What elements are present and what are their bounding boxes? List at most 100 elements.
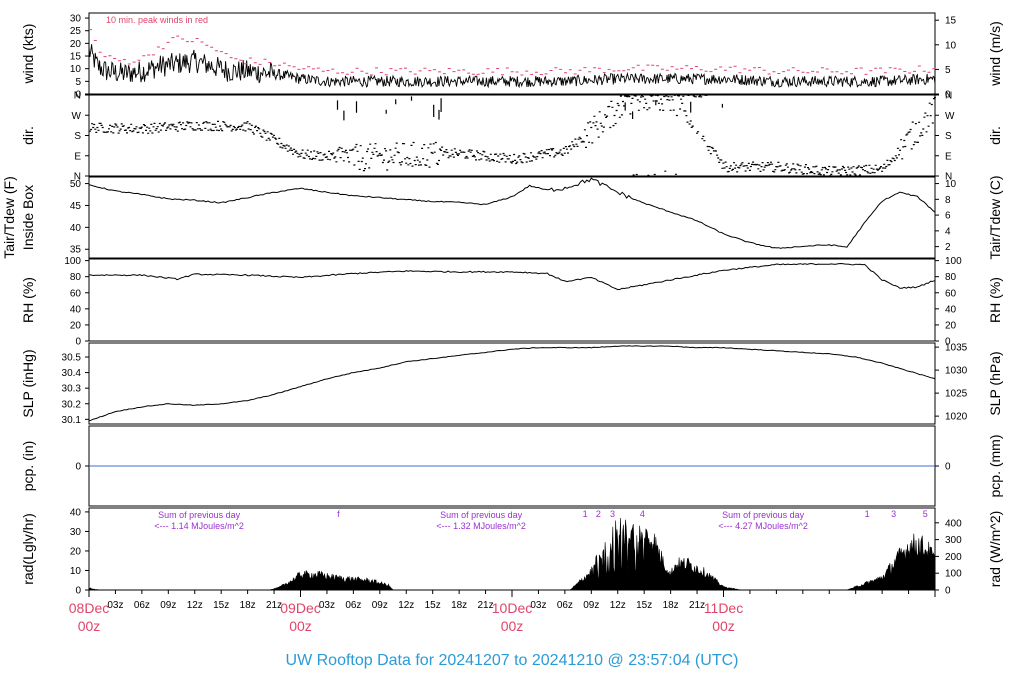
tick-label: 100 <box>945 569 962 580</box>
tick-label: 25 <box>70 26 82 37</box>
tick-label: 30 <box>70 527 82 538</box>
radiation-note: Sum of previous day <box>158 510 241 520</box>
tick-label: 0 <box>945 90 951 101</box>
tick-label: 0 <box>945 462 951 473</box>
hour-tick-label: 06z <box>557 600 573 611</box>
left-axis-label: rad(Lgly/hr) <box>20 513 36 585</box>
right-axis-label: Tair/Tdew (C) <box>987 175 1003 259</box>
panel-temp: Tair/Tdew (F) Inside Box Tair/Tdew (C) <box>1 175 1003 259</box>
hour-tick-label: 09z <box>160 600 176 611</box>
left-axis-label: dir. <box>20 126 36 145</box>
left-axis-label: Inside Box <box>20 185 36 250</box>
tick-label: 1025 <box>945 389 968 400</box>
tick-label: 80 <box>945 272 957 283</box>
panel-slp: SLP (inHg) SLP (hPa) <box>20 342 1003 425</box>
tick-label: 15 <box>945 16 957 27</box>
hour-tick-label: 12z <box>398 600 414 611</box>
panel-frame <box>88 342 936 425</box>
tick-label: 5 <box>75 77 81 88</box>
right-ticks-rad: 0 100 200 300 400 <box>935 518 962 597</box>
left-ticks-rh: 0 20 40 60 80 100 <box>64 256 89 348</box>
radiation-marker: 1 <box>583 509 588 519</box>
tick-label: 40 <box>70 304 82 315</box>
radiation-note: <--- 1.32 MJoules/m^2 <box>436 521 526 531</box>
direction-series <box>89 94 936 177</box>
panel-rh: RH (%) RH (%) <box>20 258 1003 342</box>
tick-label: 20 <box>70 320 82 331</box>
hour-tick-label: 09z <box>583 600 599 611</box>
day-label-date: 11Dec <box>704 600 743 616</box>
left-axis-label: Tair/Tdew (F) <box>1 176 17 258</box>
panel-frame <box>88 176 936 259</box>
tick-label: 60 <box>945 288 957 299</box>
tick-label: E <box>74 151 81 162</box>
tick-label: 0 <box>75 90 81 101</box>
tick-label: 10 <box>70 566 82 577</box>
hour-tick-label: 15z <box>636 600 652 611</box>
tick-label: 30 <box>70 14 82 25</box>
hour-tick-label: 12z <box>610 600 626 611</box>
hour-tick-label: 18z <box>663 600 679 611</box>
right-ticks-temp: 2 4 6 8 10 <box>935 179 957 253</box>
tick-label: 400 <box>945 518 962 529</box>
tick-label: 10 <box>70 64 82 75</box>
day-label-date: 09Dec <box>280 600 320 616</box>
hour-tick-label: 18z <box>451 600 467 611</box>
radiation-note: Sum of previous day <box>722 510 805 520</box>
wind-peak-series <box>89 29 936 76</box>
tick-label: 6 <box>945 211 951 222</box>
tick-label: 15 <box>70 52 82 63</box>
left-axis-label: RH (%) <box>20 277 36 323</box>
left-ticks-temp: 35 40 45 50 <box>70 179 89 256</box>
right-axis-label: wind (m/s) <box>987 21 1003 87</box>
panel-frame <box>88 12 936 95</box>
tick-label: 8 <box>945 195 951 206</box>
radiation-marker: 3 <box>610 509 615 519</box>
tick-label: E <box>945 151 952 162</box>
panel-frame <box>88 258 936 342</box>
tick-label: S <box>945 131 952 142</box>
pressure-series <box>88 345 936 422</box>
tick-label: 1035 <box>945 343 968 354</box>
right-ticks-wind: 0 5 10 15 <box>935 16 957 101</box>
left-axis-label: SLP (inHg) <box>20 349 36 417</box>
tick-label: 0 <box>75 586 81 597</box>
radiation-marker: 1 <box>865 509 870 519</box>
tick-label: 60 <box>70 288 82 299</box>
tick-label: 20 <box>70 39 82 50</box>
tick-label: N <box>74 91 81 102</box>
tick-label: 2 <box>945 242 951 253</box>
tick-label: 100 <box>64 256 81 267</box>
panel-dir: dir. dir. <box>20 94 1003 177</box>
radiation-marker: 4 <box>640 509 645 519</box>
tick-label: 50 <box>70 179 82 190</box>
tick-label: 1030 <box>945 366 968 377</box>
time-axis: 03z 06z 09z 12z 15z 18z 21z 03z 06z 09z 12z 15z 18z 2… <box>69 590 936 634</box>
left-axis-label: wind (kts) <box>20 24 36 85</box>
day-label-date: 08Dec <box>69 600 109 616</box>
radiation-note: <--- 1.14 MJoules/m^2 <box>154 521 244 531</box>
wind-annotation: 10 min. peak winds in red <box>106 15 208 25</box>
tick-label: W <box>945 111 955 122</box>
hour-tick-label: 12z <box>187 600 203 611</box>
tick-label: 40 <box>70 223 82 234</box>
humidity-series <box>88 262 936 291</box>
tick-label: 300 <box>945 535 962 546</box>
right-axis-label: pcp. (mm) <box>987 435 1003 498</box>
hour-tick-label: 15z <box>425 600 441 611</box>
tick-label: 40 <box>70 507 82 518</box>
day-label-hour: 00z <box>78 618 101 634</box>
tick-label: W <box>72 111 82 122</box>
tick-label: 0 <box>75 462 81 473</box>
right-axis-label: dir. <box>987 126 1003 145</box>
tick-label: 40 <box>945 304 957 315</box>
hour-tick-label: 03z <box>530 600 546 611</box>
radiation-marker: 5 <box>923 509 928 519</box>
hour-tick-label: 21z <box>478 600 494 611</box>
day-label-hour: 00z <box>289 618 312 634</box>
tick-label: 20 <box>945 320 957 331</box>
